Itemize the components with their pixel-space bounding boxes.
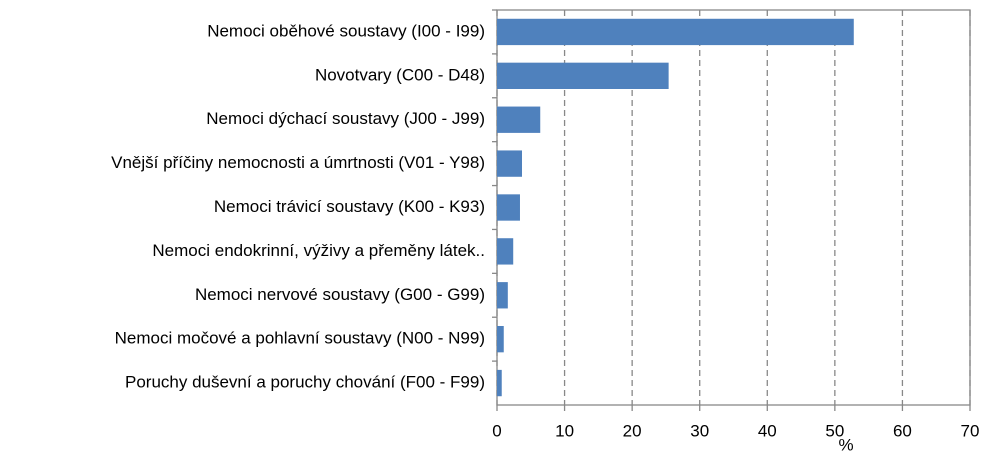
- bar: [497, 369, 502, 397]
- y-tick-label: Nemoci nervové soustavy (G00 - G99): [195, 285, 485, 304]
- bar: [497, 106, 541, 133]
- bar: [497, 238, 514, 265]
- y-tick-label: Novotvary (C00 - D48): [315, 65, 485, 84]
- x-axis-label: %: [838, 435, 853, 452]
- y-tick-label: Nemoci močové a pohlavní soustavy (N00 -…: [115, 329, 485, 348]
- y-tick-label: Nemoci endokrinní, výživy a přeměny láte…: [152, 241, 485, 260]
- bar: [497, 194, 520, 221]
- x-tick-label: 30: [690, 421, 709, 440]
- y-tick-label: Nemoci trávicí soustavy (K00 - K93): [214, 197, 485, 216]
- x-tick-label: 40: [758, 421, 777, 440]
- bar: [497, 18, 854, 46]
- bar: [497, 150, 523, 177]
- bar: [497, 326, 504, 353]
- y-tick-label: Nemoci dýchací soustavy (J00 - J99): [206, 109, 485, 128]
- x-tick-label: 20: [623, 421, 642, 440]
- bar: [497, 282, 508, 309]
- y-tick-label: Nemoci oběhové soustavy (I00 - I99): [207, 21, 485, 40]
- x-tick-label: 60: [893, 421, 912, 440]
- x-tick-label: 70: [961, 421, 980, 440]
- bar: [497, 62, 669, 89]
- x-tick-label: 10: [555, 421, 574, 440]
- y-tick-label: Vnější příčiny nemocnosti a úmrtnosti (V…: [111, 153, 485, 172]
- x-tick-label: 50: [825, 421, 844, 440]
- y-tick-label: Poruchy duševní a poruchy chování (F00 -…: [125, 373, 485, 392]
- x-tick-label: 0: [492, 421, 501, 440]
